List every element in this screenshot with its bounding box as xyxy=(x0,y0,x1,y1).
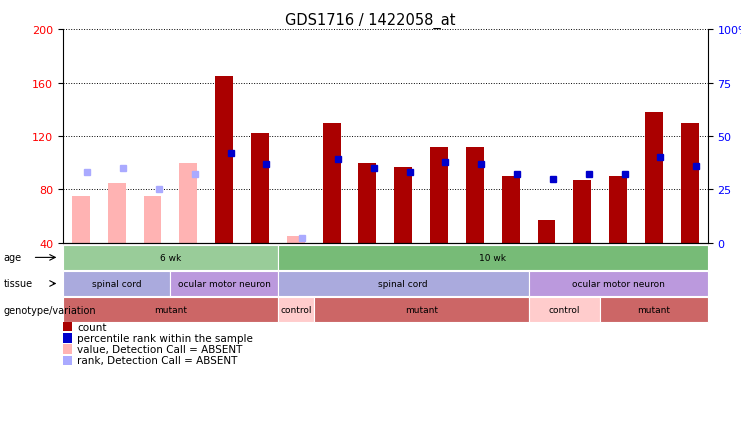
Text: tissue: tissue xyxy=(4,279,33,289)
Text: control: control xyxy=(548,306,580,314)
Bar xyxy=(251,134,269,243)
Bar xyxy=(215,77,233,243)
Bar xyxy=(574,181,591,243)
Text: percentile rank within the sample: percentile rank within the sample xyxy=(77,333,253,343)
Text: control: control xyxy=(280,306,311,314)
Text: count: count xyxy=(77,322,107,332)
Text: spinal cord: spinal cord xyxy=(92,279,142,288)
Text: rank, Detection Call = ABSENT: rank, Detection Call = ABSENT xyxy=(77,356,237,365)
Text: ocular motor neuron: ocular motor neuron xyxy=(178,279,270,288)
Bar xyxy=(394,167,412,243)
Text: genotype/variation: genotype/variation xyxy=(4,305,96,315)
Bar xyxy=(359,163,376,243)
Bar xyxy=(430,147,448,243)
Bar xyxy=(179,163,197,243)
Bar xyxy=(107,183,126,243)
Text: ocular motor neuron: ocular motor neuron xyxy=(571,279,665,288)
Bar xyxy=(72,197,90,243)
Text: mutant: mutant xyxy=(154,306,187,314)
Text: value, Detection Call = ABSENT: value, Detection Call = ABSENT xyxy=(77,345,242,354)
Bar xyxy=(144,197,162,243)
Text: 10 wk: 10 wk xyxy=(479,253,506,262)
Bar xyxy=(322,123,341,243)
Bar xyxy=(645,113,663,243)
Bar xyxy=(681,123,699,243)
Text: age: age xyxy=(4,253,21,263)
Text: 6 wk: 6 wk xyxy=(160,253,181,262)
Text: spinal cord: spinal cord xyxy=(379,279,428,288)
Text: GDS1716 / 1422058_at: GDS1716 / 1422058_at xyxy=(285,13,456,29)
Bar xyxy=(537,220,556,243)
Bar xyxy=(287,237,305,243)
Bar xyxy=(609,177,627,243)
Text: mutant: mutant xyxy=(637,306,671,314)
Bar xyxy=(502,177,519,243)
Text: mutant: mutant xyxy=(405,306,438,314)
Bar xyxy=(466,147,484,243)
